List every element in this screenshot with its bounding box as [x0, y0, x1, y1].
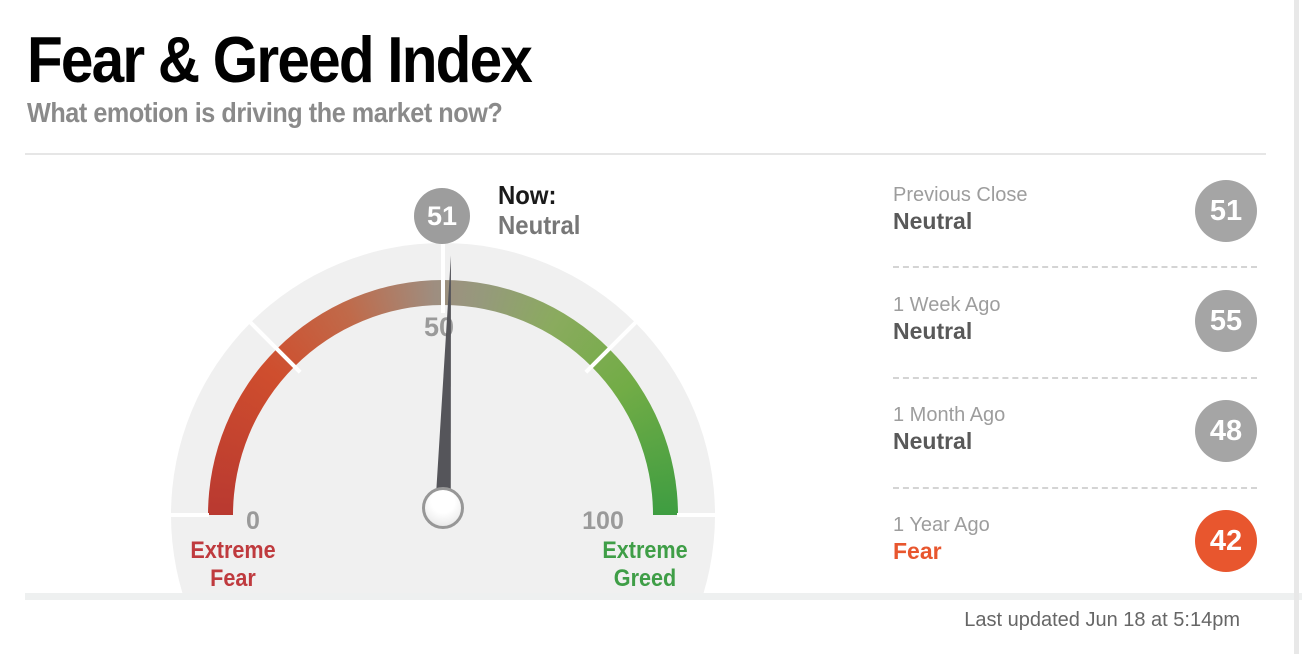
extreme-fear-line1: Extreme — [190, 537, 276, 564]
scale-label-100: 100 — [582, 507, 624, 535]
history-row-value-badge: 48 — [1195, 400, 1257, 462]
history-row-mood: Neutral — [893, 208, 973, 234]
gauge-needle-hub — [422, 487, 464, 529]
scale-label-0: 0 — [246, 507, 260, 535]
history-row-value-badge: 42 — [1195, 510, 1257, 572]
scrollbar-track[interactable] — [1294, 0, 1299, 654]
history-row-value-badge: 55 — [1195, 290, 1257, 352]
history-row-value-badge: 51 — [1195, 180, 1257, 242]
tick-0 — [167, 513, 209, 517]
scale-label-50: 50 — [423, 312, 455, 342]
history-row-label: 1 Year Ago — [893, 514, 990, 536]
now-value-badge: 51 — [414, 188, 470, 244]
history-row-previous-close: Previous Close Neutral 51 — [893, 172, 1257, 268]
tick-100 — [677, 513, 719, 517]
history-row-mood: Neutral — [893, 318, 973, 344]
history-row-mood: Fear — [893, 538, 942, 564]
header-divider — [25, 153, 1266, 155]
history-row-1-year-ago: 1 Year Ago Fear 42 — [893, 502, 1257, 598]
history-row-mood: Neutral — [893, 428, 973, 454]
now-label: Now: — [498, 180, 557, 210]
extreme-fear-line2: Fear — [210, 565, 256, 592]
extreme-greed-line1: Extreme — [602, 537, 688, 564]
last-updated-text: Last updated Jun 18 at 5:14pm — [964, 609, 1240, 631]
extreme-greed-line2: Greed — [613, 565, 677, 592]
page-subtitle: What emotion is driving the market now? — [27, 97, 503, 128]
now-text-block: Now: Neutral — [498, 180, 580, 240]
bottom-divider-bar — [25, 593, 1302, 600]
tick-50 — [441, 241, 445, 313]
history-row-label: Previous Close — [893, 184, 1028, 206]
page-title: Fear & Greed Index — [27, 23, 533, 96]
now-mood: Neutral — [498, 210, 581, 240]
history-row-1-week-ago: 1 Week Ago Neutral 55 — [893, 282, 1257, 378]
extreme-greed-caption: Extreme Greed — [573, 537, 717, 593]
history-row-label: 1 Month Ago — [893, 404, 1006, 426]
row-separator — [893, 487, 1257, 489]
history-row-1-month-ago: 1 Month Ago Neutral 48 — [893, 392, 1257, 488]
row-separator — [893, 266, 1257, 268]
row-separator — [893, 377, 1257, 379]
extreme-fear-caption: Extreme Fear — [161, 537, 305, 593]
history-row-label: 1 Week Ago — [893, 294, 1001, 316]
